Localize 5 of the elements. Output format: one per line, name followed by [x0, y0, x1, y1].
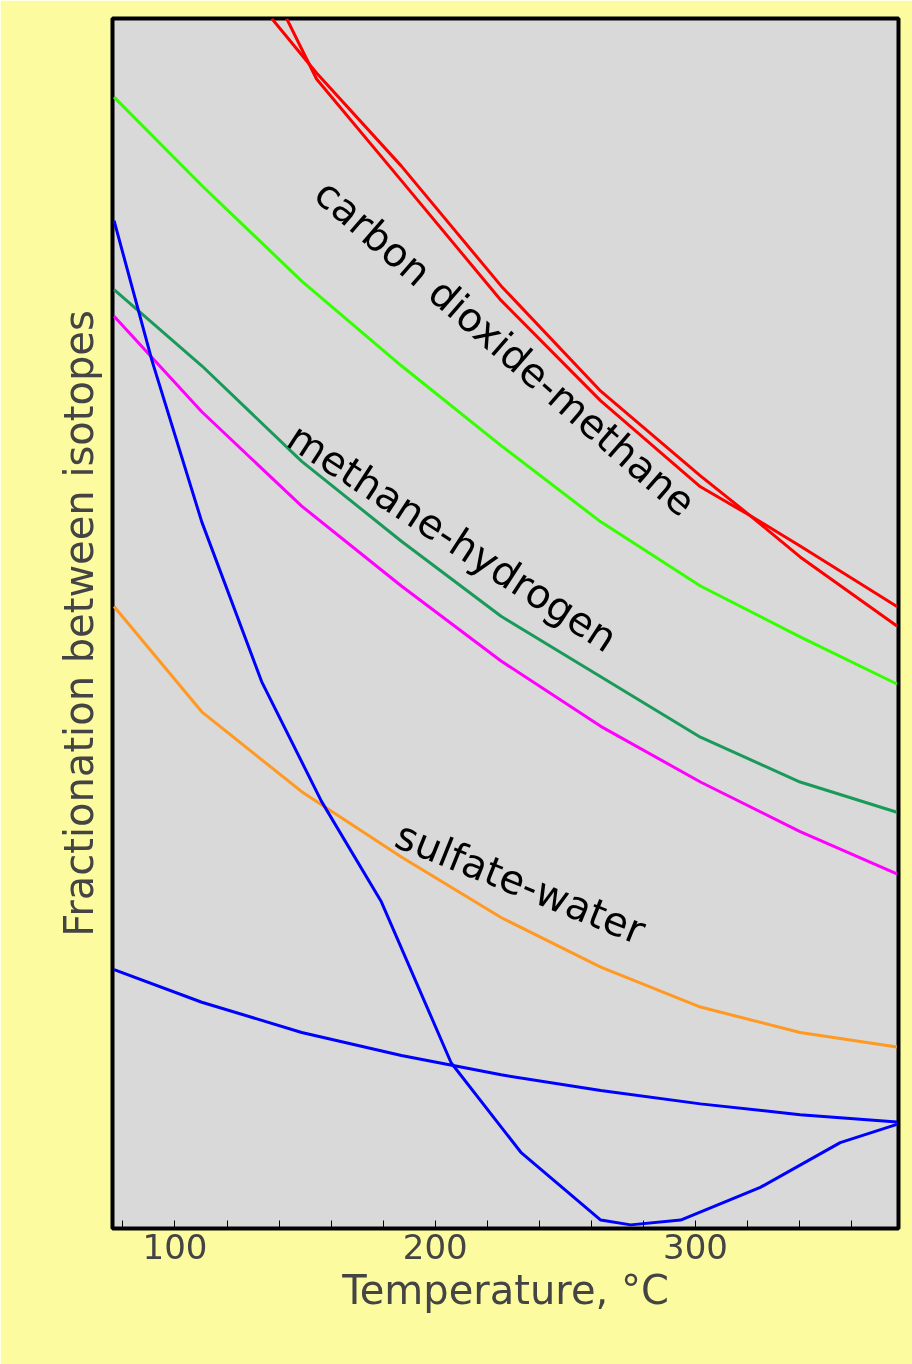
y-axis-title: Fractionation between isotopes [55, 310, 102, 937]
x-axis-title: Temperature, °C [341, 1266, 669, 1313]
x-tick-label: 300 [663, 1226, 728, 1267]
x-tick-label: 100 [142, 1226, 208, 1267]
x-tick-label: 200 [402, 1226, 468, 1267]
